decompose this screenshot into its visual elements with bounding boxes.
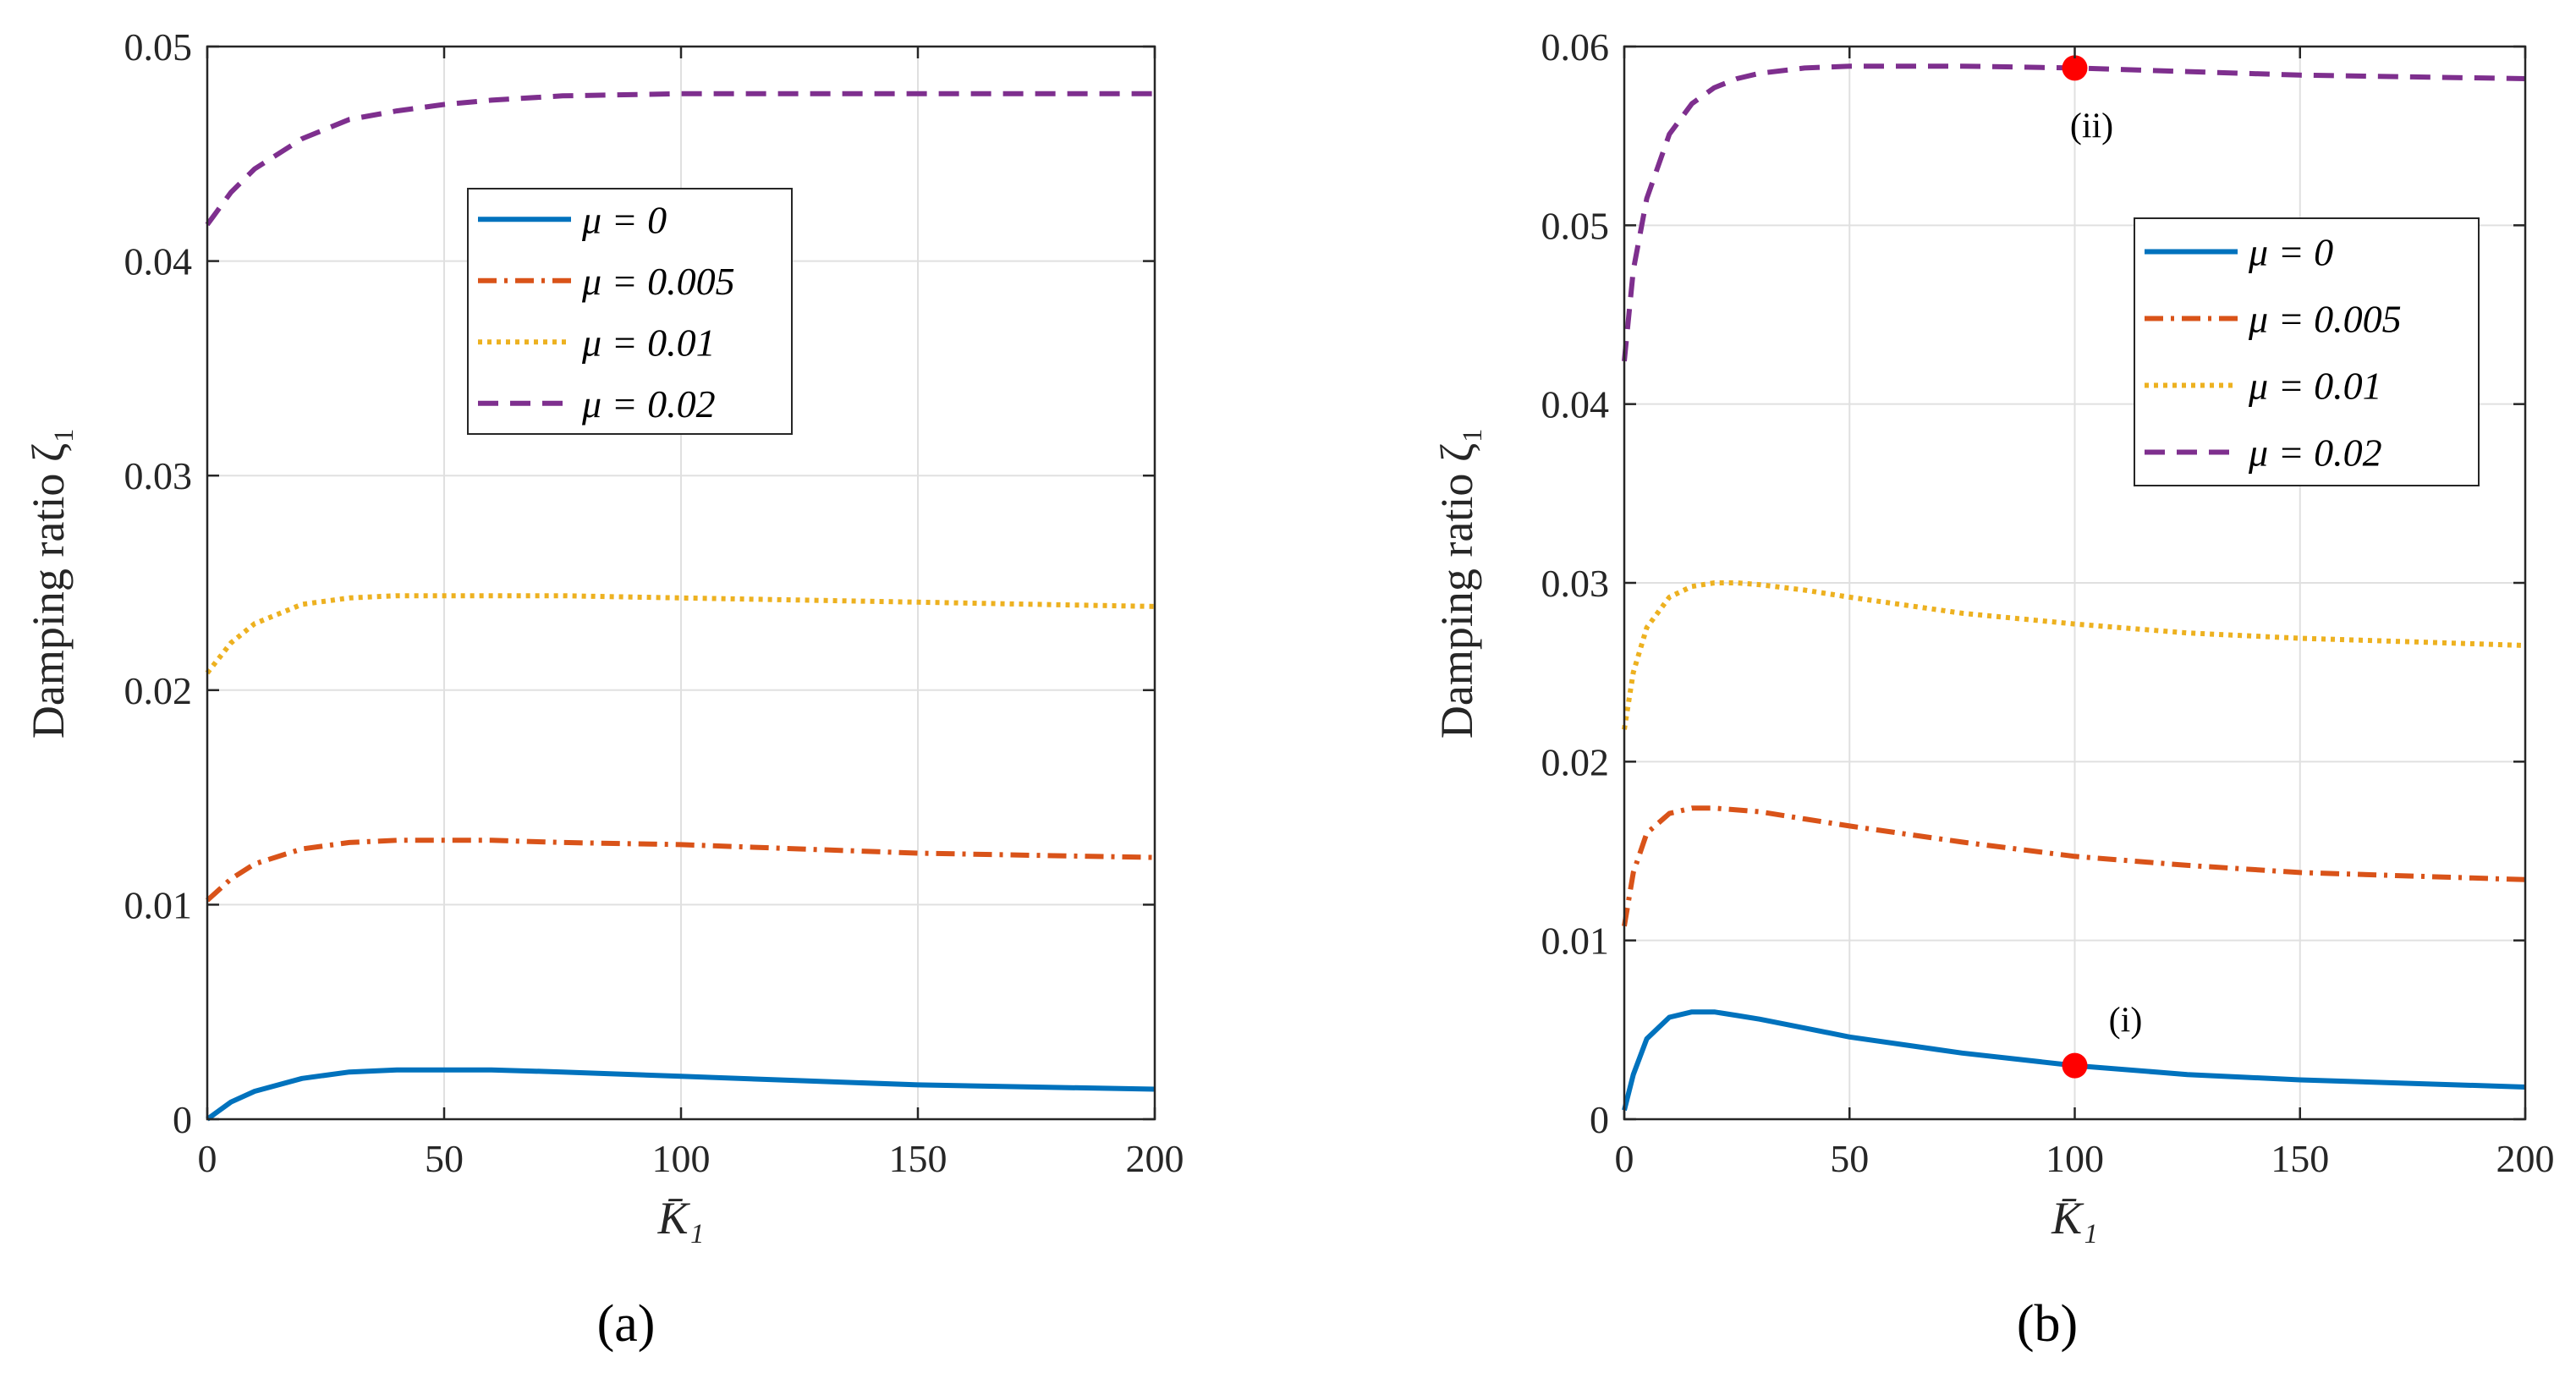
legend-label: μ = 0	[581, 198, 667, 241]
y-tick-label: 0	[173, 1098, 192, 1141]
y-tick-label: 0.03	[124, 454, 193, 497]
x-axis-label: K̄₁	[2051, 1193, 2098, 1244]
legend-label: μ = 0.005	[2248, 298, 2402, 341]
annotation-marker	[2062, 1052, 2088, 1079]
legend-label: μ = 0.01	[581, 321, 716, 364]
series-line-0	[1622, 1009, 2526, 1112]
legend-label: μ = 0.01	[2248, 365, 2382, 408]
x-tick-label: 0	[198, 1137, 217, 1180]
series-line-2	[205, 593, 1156, 675]
series-line-1	[1622, 805, 2526, 927]
legend-box	[2134, 217, 2480, 486]
x-tick-label: 50	[425, 1137, 464, 1180]
x-tick-label: 150	[2271, 1137, 2329, 1180]
x-tick-label: 100	[652, 1137, 711, 1180]
panel-label: (a)	[597, 1295, 656, 1353]
annotation-marker	[2062, 55, 2088, 81]
annotation-label: (i)	[2109, 1002, 2143, 1041]
series-line-2	[1622, 580, 2526, 730]
series-line-3	[205, 91, 1155, 227]
y-tick-label: 0.05	[1541, 204, 1610, 247]
y-tick-label: 0.02	[124, 669, 193, 712]
series-line-1	[205, 838, 1156, 903]
panel-label: (b)	[2017, 1295, 2078, 1353]
x-tick-label: 50	[1830, 1137, 1869, 1180]
panel-b: (i) (ii) 0 50 100 150 200 0 0.01 0.02 0.03 0.04 0.05…	[1431, 25, 2555, 1353]
legend-label: μ = 0.005	[581, 260, 735, 303]
y-axis-label: Damping ratio ζ₁	[23, 427, 74, 739]
x-axis-label: K̄₁	[657, 1193, 705, 1244]
legend-box	[467, 188, 793, 435]
y-tick-label: 0.04	[1541, 383, 1610, 426]
y-tick-label: 0.01	[1541, 920, 1610, 963]
y-tick-label: 0.03	[1541, 562, 1610, 605]
legend-label: μ = 0.02	[2248, 431, 2382, 475]
y-tick-label: 0.02	[1541, 740, 1610, 783]
x-tick-label: 200	[1126, 1137, 1184, 1180]
x-tick-label: 100	[2046, 1137, 2104, 1180]
y-tick-label: 0.06	[1541, 25, 1610, 69]
y-tick-label: 0.05	[124, 25, 193, 69]
annotation-label: (ii)	[2070, 107, 2113, 146]
legend-label: μ = 0	[2248, 231, 2333, 274]
legend-label: μ = 0.02	[581, 382, 716, 426]
series-line-0	[206, 1067, 1156, 1122]
series-line-3	[1622, 63, 2526, 362]
y-axis-label: Damping ratio ζ₁	[1431, 427, 1482, 739]
x-tick-label: 150	[889, 1137, 947, 1180]
legend: μ = 0 μ = 0.005 μ = 0.01 μ = 0.02	[2134, 217, 2480, 486]
panel-a: 0 50 100 150 200 0 0.01 0.02 0.03 0.04 0.05 K̄₁ Damp…	[23, 25, 1184, 1353]
x-tick-label: 200	[2496, 1137, 2555, 1180]
series-group	[1622, 63, 2526, 1112]
series-group	[205, 91, 1156, 1122]
y-tick-label: 0.01	[124, 883, 193, 926]
y-tick-label: 0	[1590, 1098, 1609, 1141]
legend: μ = 0 μ = 0.005 μ = 0.01 μ = 0.02	[467, 188, 793, 435]
y-tick-label: 0.04	[124, 240, 193, 283]
x-tick-label: 0	[1615, 1137, 1634, 1180]
